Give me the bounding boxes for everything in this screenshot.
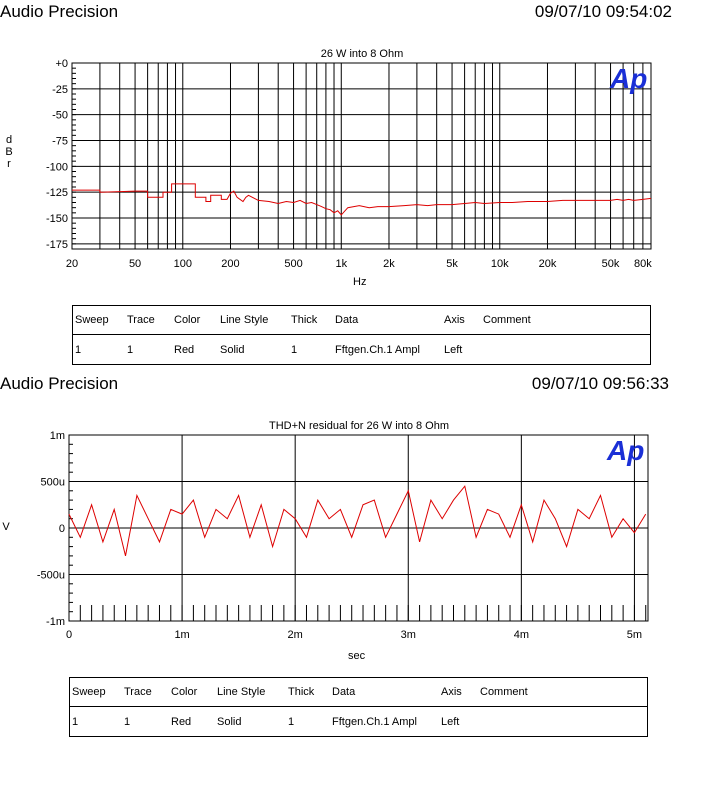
legend1-header-sweep: Sweep	[72, 305, 125, 335]
x-tick-label: 1k	[335, 258, 347, 270]
data-series-line	[68, 485, 647, 557]
x-tick-label: 4m	[514, 629, 529, 641]
legend2-cell-data: Fftgen.Ch.1 Ampl	[332, 715, 417, 728]
legend2-cell-linestyle: Solid	[217, 715, 242, 728]
x-tick-label: 20k	[539, 258, 557, 270]
x-tick-label: 5k	[446, 258, 458, 270]
chart2-xlabel: sec	[348, 650, 366, 662]
x-tick-label: 2k	[383, 258, 395, 270]
legend2-cell-sweep: 1	[72, 715, 79, 728]
chart2-legend-table: Sweep Trace Color Line Style Thick Data …	[69, 677, 648, 737]
y-tick-label: -100	[46, 161, 68, 173]
x-tick-label: 3m	[401, 629, 416, 641]
y-tick-label: -25	[52, 84, 68, 96]
y-tick-label: +0	[55, 58, 68, 70]
chart1-ylabel: d B r	[5, 134, 13, 170]
legend2-header-trace: Trace	[122, 677, 169, 707]
legend1-cell-thick: 1	[291, 343, 298, 356]
panel1-header-left: Audio Precision	[0, 2, 119, 21]
x-tick-label: 0	[66, 629, 72, 641]
legend1-cell-comment	[481, 335, 651, 365]
ap-logo-icon: Ap	[609, 63, 647, 94]
legend2-header-thick: Thick	[286, 677, 330, 707]
y-tick-label: 500u	[41, 477, 65, 489]
legend1-cell-linestyle: Solid	[220, 343, 245, 356]
legend1-header-comment: Comment	[481, 305, 651, 335]
legend2-cell-comment	[478, 707, 648, 737]
legend2-header-data: Data	[330, 677, 439, 707]
x-tick-label: 50	[129, 258, 141, 270]
ap-logo-icon: Ap	[606, 435, 644, 466]
x-tick-label: 2m	[288, 629, 303, 641]
y-tick-label: -50	[52, 110, 68, 122]
legend1-cell-sweep: 1	[75, 343, 82, 356]
x-tick-label: 100	[174, 258, 192, 270]
chart2-ylabel: V	[2, 521, 10, 533]
legend1-header-color: Color	[172, 305, 218, 335]
legend2-header-comment: Comment	[478, 677, 648, 707]
y-tick-label: -125	[46, 187, 68, 199]
y-tick-label: -150	[46, 213, 68, 225]
x-tick-label: 5m	[627, 629, 642, 641]
legend2-cell-axis: Left	[441, 715, 460, 728]
legend1-cell-trace: 1	[127, 343, 134, 356]
x-tick-label: 10k	[491, 258, 509, 270]
legend1-header-thick: Thick	[289, 305, 333, 335]
chart1-xlabel: Hz	[353, 276, 367, 288]
legend2-header-color: Color	[169, 677, 215, 707]
legend1-cell-color: Red	[174, 343, 195, 356]
panel2-header-timestamp: 09/07/10 09:56:33	[531, 374, 669, 393]
legend2-cell-thick: 1	[288, 715, 295, 728]
x-tick-label: 80k	[634, 258, 652, 270]
legend2-cell-trace: 1	[124, 715, 131, 728]
y-tick-label: -175	[46, 239, 68, 251]
legend1-header-axis: Axis	[442, 305, 481, 335]
legend1-header-linestyle: Line Style	[218, 305, 289, 335]
chart1-title: 26 W into 8 Ohm	[320, 48, 404, 60]
legend2-header-linestyle: Line Style	[215, 677, 286, 707]
x-tick-label: 1m	[174, 629, 189, 641]
panel1-header-timestamp: 09/07/10 09:54:02	[534, 2, 672, 21]
panel2-header-left: Audio Precision	[0, 374, 119, 393]
plot-frame	[71, 62, 652, 250]
legend2-cell-color: Red	[171, 715, 192, 728]
chart1-plot: 20 50 100 200 500 1k 2k 5k 10k 20k 50k 80k +0 -25 -50 -…	[46, 58, 652, 270]
y-tick-label: -1m	[46, 616, 65, 628]
y-tick-label: 0	[59, 523, 65, 535]
x-tick-label: 50k	[602, 258, 620, 270]
y-tick-label: 1m	[50, 430, 65, 442]
legend1-cell-data: Fftgen.Ch.1 Ampl	[335, 343, 420, 356]
data-series-line	[72, 183, 652, 216]
x-tick-label: 20	[66, 258, 78, 270]
chart1-legend-table: Sweep Trace Color Line Style Thick Data …	[72, 305, 651, 365]
legend1-cell-axis: Left	[444, 343, 463, 356]
x-tick-label: 500	[284, 258, 302, 270]
legend2-header-axis: Axis	[439, 677, 478, 707]
y-tick-label: -75	[52, 136, 68, 148]
x-tick-label: 200	[221, 258, 239, 270]
legend1-header-data: Data	[333, 305, 442, 335]
legend1-header-trace: Trace	[125, 305, 172, 335]
y-tick-label: -500u	[37, 570, 65, 582]
legend2-header-sweep: Sweep	[69, 677, 122, 707]
chart2-plot: 0 1m 2m 3m 4m 5m 1m 500u 0 -500u -1m Ap	[37, 430, 649, 641]
chart2-title: THD+N residual for 26 W into 8 Ohm	[268, 420, 450, 432]
